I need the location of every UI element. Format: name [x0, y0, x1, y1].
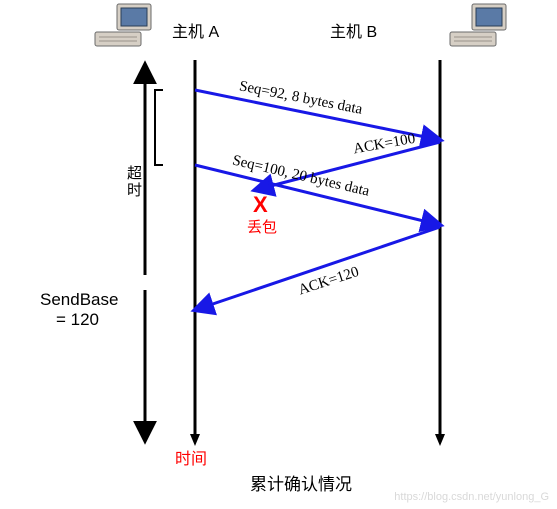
timeout-bracket — [155, 90, 163, 165]
host-b-label: 主机 B — [330, 18, 377, 42]
caption: 累计确认情况 — [250, 470, 352, 495]
host-a-label: 主机 A — [172, 18, 219, 42]
sendbase-line2: = 120 — [56, 310, 99, 330]
sendbase-line1: SendBase — [40, 290, 118, 310]
host-b-icon — [450, 4, 506, 46]
timeout-label: 超时 — [123, 165, 144, 199]
msg-seq100-label: Seq=100, 20 bytes data — [231, 153, 371, 200]
lost-x: X — [253, 192, 268, 218]
msg-ack120-label: ACK=120 — [297, 264, 362, 299]
msg-ack100-label: ACK=100 — [352, 131, 416, 158]
time-label: 时间 — [175, 445, 207, 469]
watermark: https://blog.csdn.net/yunlong_G — [394, 491, 549, 503]
msg-ack120 — [195, 227, 440, 310]
lost-label: 丢包 — [247, 216, 277, 237]
sequence-diagram: Seq=92, 8 bytes data ACK=100 Seq=100, 20… — [0, 0, 557, 509]
host-a-icon — [95, 4, 151, 46]
